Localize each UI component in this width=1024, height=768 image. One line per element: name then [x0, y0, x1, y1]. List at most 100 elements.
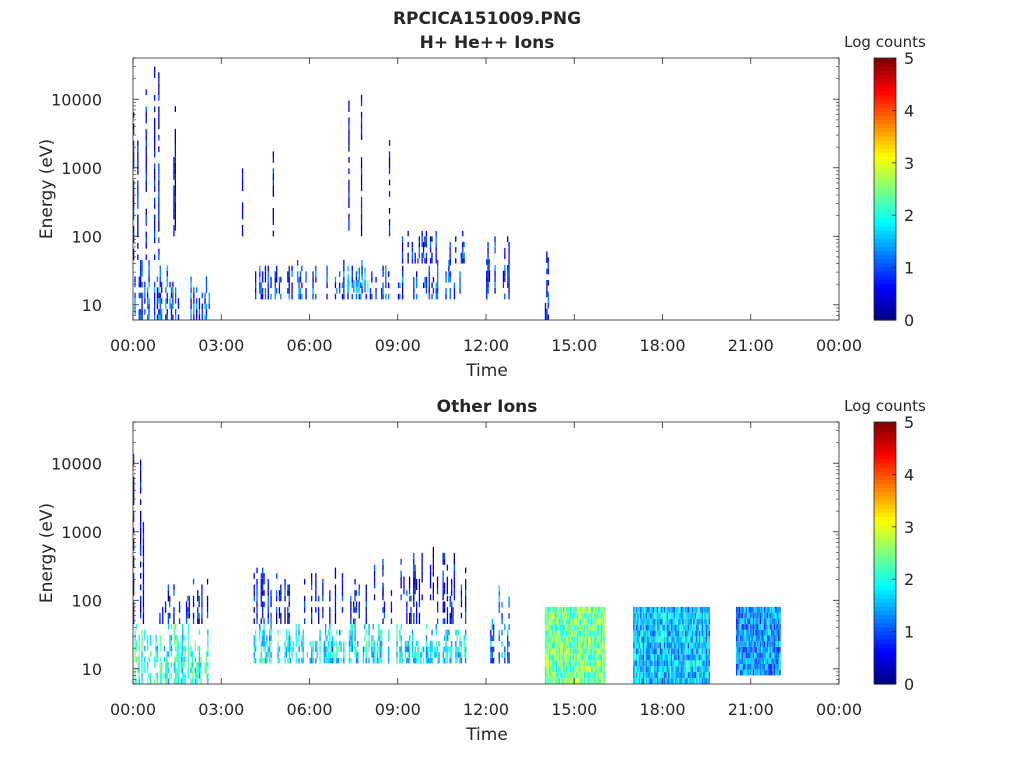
- spectrogram-cell: [669, 666, 671, 673]
- spectrogram-cell: [388, 157, 391, 163]
- spectrogram-cell: [764, 606, 766, 613]
- spectrogram-cell: [183, 645, 185, 652]
- spectrogram-cell: [755, 646, 757, 653]
- spectrogram-cell: [278, 595, 281, 602]
- spectrogram-cell: [637, 666, 639, 673]
- spectrogram-cell: [381, 646, 383, 653]
- spectrogram-cell: [140, 265, 142, 271]
- spectrogram-cell: [435, 252, 437, 259]
- spectrogram-cell: [544, 302, 547, 309]
- spectrogram-cell: [690, 660, 692, 667]
- spectrogram-cell: [676, 630, 678, 637]
- spectrogram-cell: [154, 66, 156, 73]
- spectrogram-cell: [659, 666, 661, 673]
- spectrogram-cell: [565, 612, 568, 619]
- spectrogram-cell: [775, 606, 777, 613]
- spectrogram-cell: [451, 584, 453, 591]
- spectrogram-cell: [673, 642, 675, 649]
- spectrogram-cell: [360, 282, 362, 289]
- spectrogram-cell: [173, 230, 175, 237]
- spectrogram-cell: [751, 612, 753, 619]
- spectrogram-cell: [772, 606, 774, 613]
- spectrogram-cell: [571, 672, 573, 678]
- spectrogram-cell: [658, 612, 660, 619]
- spectrogram-cell: [158, 146, 160, 152]
- spectrogram-cell: [154, 314, 156, 320]
- spectrogram-cell: [325, 635, 327, 641]
- spectrogram-cell: [757, 618, 759, 624]
- spectrogram-cell: [589, 642, 591, 649]
- spectrogram-cell: [581, 630, 583, 637]
- spectrogram-cell: [133, 163, 135, 169]
- colorbar-swatch: [874, 528, 896, 534]
- spectrogram-cell: [284, 646, 286, 653]
- spectrogram-cell: [133, 499, 135, 505]
- spectrogram-cell: [299, 276, 302, 283]
- spectrogram-cell: [465, 635, 467, 641]
- spectrogram-cell: [744, 606, 746, 613]
- spectrogram-cell: [158, 174, 160, 181]
- colorbar-swatch: [874, 647, 896, 652]
- spectrogram-cell: [584, 666, 586, 673]
- spectrogram-cell: [262, 271, 264, 277]
- spectrogram-cell: [586, 672, 589, 678]
- spectrogram-cell: [140, 482, 142, 488]
- colorbar-swatch: [874, 643, 896, 648]
- spectrogram-cell: [507, 652, 509, 658]
- spectrogram-cell: [276, 288, 278, 294]
- spectrogram-cell: [159, 314, 161, 320]
- spectrogram-cell: [593, 648, 596, 655]
- spectrogram-cell: [453, 588, 455, 595]
- spectrogram-cell: [700, 648, 702, 655]
- spectrogram-cell: [149, 673, 152, 679]
- spectrogram-cell: [588, 672, 590, 678]
- spectrogram-cell: [315, 646, 317, 653]
- spectrogram-cell: [182, 634, 184, 641]
- spectrogram-cell: [498, 657, 500, 664]
- spectrogram-cell: [134, 634, 136, 641]
- spectrogram-cell: [347, 280, 349, 287]
- spectrogram-cell: [603, 648, 605, 655]
- spectrogram-cell: [578, 636, 580, 643]
- spectrogram-cell: [550, 660, 552, 667]
- spectrogram-cell: [689, 672, 691, 678]
- spectrogram-cell: [323, 652, 325, 658]
- spectrogram-cell: [738, 664, 741, 670]
- spectrogram-cell: [776, 669, 778, 676]
- spectrogram-cell: [676, 642, 678, 649]
- spectrogram-cell: [327, 657, 330, 664]
- spectrogram-cell: [596, 642, 598, 649]
- spectrogram-cell: [425, 635, 428, 641]
- spectrogram-cell: [507, 635, 509, 642]
- spectrogram-cell: [193, 314, 195, 320]
- spectrogram-cell: [599, 666, 601, 673]
- spectrogram-cell: [253, 595, 255, 602]
- spectrogram-cell: [578, 612, 580, 619]
- spectrogram-cell: [260, 640, 262, 647]
- spectrogram-cell: [549, 642, 551, 649]
- spectrogram-cell: [556, 666, 558, 673]
- spectrogram-cell: [772, 658, 774, 664]
- spectrogram-cell: [663, 654, 666, 661]
- spectrogram-cell: [546, 280, 548, 286]
- spectrogram-cell: [413, 564, 415, 571]
- spectrogram-cell: [762, 652, 764, 659]
- spectrogram-cell: [694, 642, 696, 649]
- spectrogram-cell: [402, 288, 404, 294]
- spectrogram-cell: [662, 666, 664, 673]
- spectrogram-cell: [645, 612, 647, 619]
- spectrogram-cell: [184, 651, 187, 657]
- spectrogram-cell: [262, 635, 264, 641]
- spectrogram-cell: [435, 293, 437, 300]
- spectrogram-cell: [166, 265, 168, 271]
- spectrogram-cell: [560, 660, 562, 667]
- spectrogram-cell: [381, 629, 383, 636]
- colorbar-swatch: [874, 242, 896, 247]
- spectrogram-cell: [262, 640, 264, 647]
- spectrogram-cell: [751, 669, 753, 676]
- spectrogram-cell: [666, 672, 668, 678]
- spectrogram-cell: [400, 594, 402, 601]
- spectrogram-cell: [144, 634, 146, 641]
- spectrogram-cell: [267, 590, 269, 596]
- spectrogram-cell: [600, 612, 603, 619]
